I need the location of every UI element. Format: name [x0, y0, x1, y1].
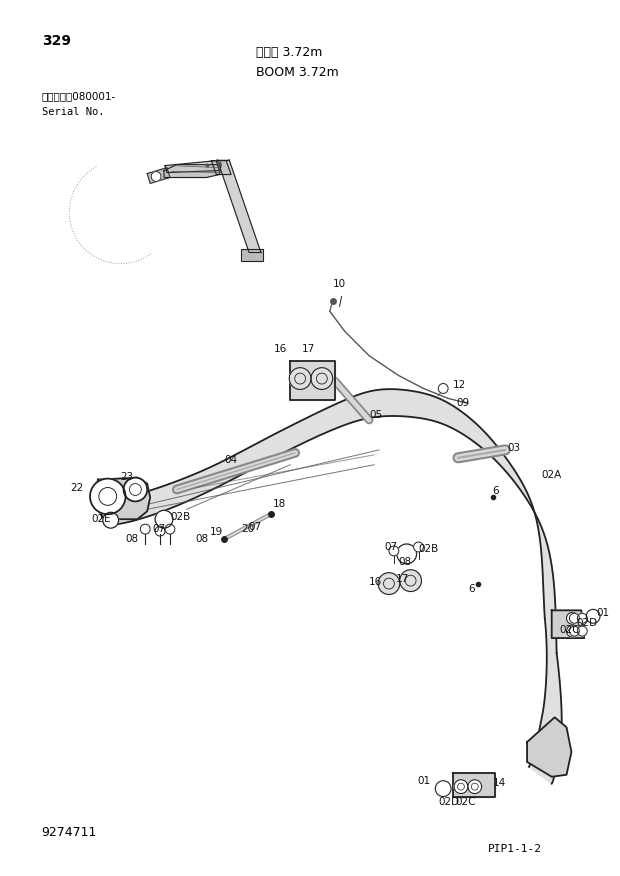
Circle shape — [587, 610, 600, 623]
Text: BOOM 3.72m: BOOM 3.72m — [255, 66, 339, 79]
Text: 02B: 02B — [170, 512, 190, 522]
Text: 02A: 02A — [542, 470, 562, 480]
Text: 07: 07 — [152, 524, 166, 534]
Text: 19: 19 — [210, 527, 223, 537]
Circle shape — [155, 511, 173, 528]
Polygon shape — [164, 165, 221, 178]
Text: 10: 10 — [333, 279, 346, 289]
Circle shape — [155, 526, 165, 536]
Text: 6: 6 — [492, 486, 499, 497]
Circle shape — [468, 780, 482, 794]
Text: 14: 14 — [492, 778, 506, 788]
Polygon shape — [217, 159, 260, 251]
Text: Serial No.: Serial No. — [42, 107, 104, 117]
Text: 02E: 02E — [91, 514, 110, 524]
Text: 03: 03 — [507, 443, 520, 453]
Polygon shape — [290, 361, 335, 400]
Polygon shape — [147, 167, 170, 183]
Text: 08: 08 — [126, 534, 139, 544]
Text: 02D: 02D — [577, 618, 598, 628]
Circle shape — [454, 780, 468, 794]
Text: ブーム 3.72m: ブーム 3.72m — [255, 46, 322, 59]
Text: 16: 16 — [274, 343, 287, 354]
Circle shape — [103, 512, 118, 528]
Circle shape — [151, 172, 161, 181]
Text: 02C: 02C — [560, 625, 580, 635]
Text: 適用号機　080001-: 適用号機 080001- — [42, 91, 116, 102]
Text: 18: 18 — [273, 499, 286, 509]
Polygon shape — [95, 477, 150, 519]
Circle shape — [435, 781, 451, 796]
Text: 6: 6 — [468, 583, 474, 594]
Text: 329: 329 — [42, 34, 71, 48]
Text: 02D: 02D — [438, 796, 459, 807]
Circle shape — [311, 368, 333, 390]
Text: 02C: 02C — [456, 796, 476, 807]
Circle shape — [389, 546, 399, 556]
Circle shape — [123, 477, 147, 501]
Bar — [241, 249, 263, 261]
Circle shape — [569, 613, 579, 623]
Text: 01: 01 — [596, 608, 609, 618]
Text: 9274711: 9274711 — [42, 826, 97, 839]
Text: 12: 12 — [453, 380, 466, 391]
Text: 07: 07 — [384, 542, 397, 552]
Text: 02B: 02B — [418, 544, 439, 554]
Polygon shape — [527, 717, 572, 777]
Polygon shape — [453, 773, 495, 796]
Text: 17: 17 — [396, 574, 409, 583]
Text: 17: 17 — [301, 343, 315, 354]
Circle shape — [414, 542, 423, 552]
Circle shape — [165, 524, 175, 534]
Circle shape — [567, 625, 578, 637]
Circle shape — [569, 626, 579, 636]
Polygon shape — [118, 389, 557, 653]
Text: 05: 05 — [369, 410, 383, 420]
Circle shape — [378, 573, 400, 595]
Text: 20: 20 — [241, 524, 254, 534]
Circle shape — [140, 524, 150, 534]
Text: 04: 04 — [224, 455, 237, 465]
Polygon shape — [552, 611, 584, 638]
Text: 23: 23 — [120, 471, 134, 482]
Text: 22: 22 — [70, 483, 83, 492]
Circle shape — [400, 569, 422, 591]
Polygon shape — [211, 160, 231, 174]
Polygon shape — [165, 160, 219, 173]
Text: 08: 08 — [399, 557, 412, 567]
Circle shape — [438, 384, 448, 393]
Circle shape — [577, 613, 587, 623]
Text: 08: 08 — [195, 534, 208, 544]
Text: PIP1-1-2: PIP1-1-2 — [487, 844, 542, 854]
Text: 01: 01 — [417, 776, 430, 786]
Circle shape — [290, 368, 311, 390]
Circle shape — [577, 626, 587, 636]
Circle shape — [90, 478, 125, 514]
Text: 07: 07 — [249, 522, 262, 532]
Circle shape — [397, 544, 417, 564]
Text: 09: 09 — [456, 399, 469, 408]
Polygon shape — [529, 618, 562, 784]
Text: 16: 16 — [368, 576, 382, 587]
Circle shape — [567, 612, 578, 625]
